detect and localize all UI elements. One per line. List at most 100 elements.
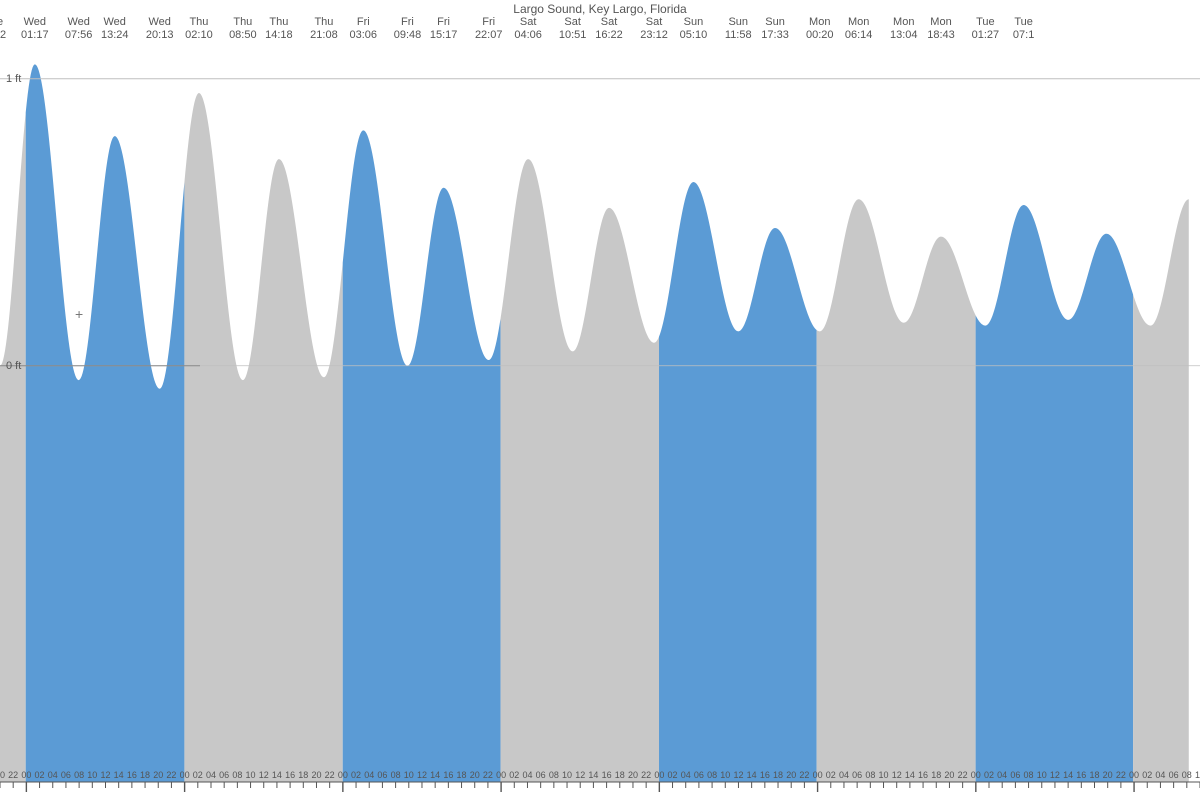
- x-hour-label: 20: [470, 770, 480, 780]
- x-hour-label: 16: [918, 770, 928, 780]
- x-hour-label: 14: [588, 770, 598, 780]
- x-hour-label: 16: [127, 770, 137, 780]
- x-hour-label: 04: [681, 770, 691, 780]
- tide-event-label: Sat16:22: [595, 16, 623, 42]
- x-hour-label: 18: [615, 770, 625, 780]
- x-hour-label: 12: [417, 770, 427, 780]
- x-hour-label: 06: [377, 770, 387, 780]
- x-hour-label: 02: [984, 770, 994, 780]
- x-hour-label: 04: [364, 770, 374, 780]
- tide-event-label: Mon06:14: [845, 16, 873, 42]
- x-hour-label: 12: [892, 770, 902, 780]
- tide-event-label: Thu02:10: [185, 16, 213, 42]
- tide-event-label: Mon13:04: [890, 16, 918, 42]
- x-hour-label: 22: [1116, 770, 1126, 780]
- x-hour-label: 22: [958, 770, 968, 780]
- x-hour-label: 10: [1195, 770, 1200, 780]
- x-hour-label: 06: [852, 770, 862, 780]
- x-hour-label: 12: [259, 770, 269, 780]
- x-hour-label: 14: [747, 770, 757, 780]
- x-hour-label: 18: [931, 770, 941, 780]
- x-hour-label: 02: [193, 770, 203, 780]
- x-hour-label: 08: [391, 770, 401, 780]
- x-hour-label: 02: [826, 770, 836, 780]
- x-hour-label: 14: [430, 770, 440, 780]
- x-hour-label: 08: [1182, 770, 1192, 780]
- tide-area-segment: [1133, 199, 1189, 782]
- tide-area-segment: [343, 130, 501, 782]
- tide-event-label: Fri09:48: [394, 16, 422, 42]
- tide-area-segment: [26, 64, 185, 782]
- x-hour-label: 00: [21, 770, 31, 780]
- tide-event-label: Mon18:43: [927, 16, 955, 42]
- x-hour-label: 16: [285, 770, 295, 780]
- x-hour-label: 10: [1037, 770, 1047, 780]
- x-hour-label: 10: [404, 770, 414, 780]
- tide-event-label: Wed07:56: [65, 16, 93, 42]
- x-hour-label: 08: [549, 770, 559, 780]
- x-hour-label: 08: [232, 770, 242, 780]
- x-hour-label: 02: [35, 770, 45, 780]
- x-hour-label: 10: [87, 770, 97, 780]
- tide-event-label: Sun17:33: [761, 16, 789, 42]
- x-hour-label: 04: [522, 770, 532, 780]
- tide-event-label: Thu14:18: [265, 16, 293, 42]
- x-hour-label: 22: [799, 770, 809, 780]
- x-hour-label: 20: [786, 770, 796, 780]
- tide-event-label: Wed01:17: [21, 16, 49, 42]
- tide-event-label: Sun11:58: [725, 16, 752, 42]
- x-hour-label: 06: [694, 770, 704, 780]
- x-hour-label: 04: [839, 770, 849, 780]
- x-hour-label: 00: [654, 770, 664, 780]
- tide-event-label: Tue07:1: [1013, 16, 1034, 42]
- chart-title: Largo Sound, Key Largo, Florida: [0, 2, 1200, 16]
- x-hour-label: 08: [1024, 770, 1034, 780]
- x-hour-label: 16: [760, 770, 770, 780]
- tide-event-label: Sat23:12: [640, 16, 668, 42]
- x-hour-label: 06: [536, 770, 546, 780]
- x-hour-label: 04: [1155, 770, 1165, 780]
- x-hour-label: 20: [0, 770, 5, 780]
- tide-event-label: Sat04:06: [514, 16, 542, 42]
- x-hour-label: 14: [114, 770, 124, 780]
- x-hour-label: 20: [1103, 770, 1113, 780]
- x-hour-label: 02: [509, 770, 519, 780]
- x-hour-label: 10: [562, 770, 572, 780]
- tide-event-label: Wed13:24: [101, 16, 129, 42]
- cursor-marker: +: [75, 306, 83, 322]
- x-hour-label: 14: [1063, 770, 1073, 780]
- x-hour-label: 08: [707, 770, 717, 780]
- x-hour-label: 06: [1169, 770, 1179, 780]
- x-hour-label: 18: [457, 770, 467, 780]
- x-hour-label: 04: [48, 770, 58, 780]
- x-hour-label: 10: [720, 770, 730, 780]
- tide-event-label: Thu21:08: [310, 16, 338, 42]
- x-hour-label: 12: [575, 770, 585, 780]
- x-hour-label: 02: [351, 770, 361, 780]
- x-hour-label: 06: [61, 770, 71, 780]
- x-hour-label: 00: [971, 770, 981, 780]
- tide-event-label: Mon00:20: [806, 16, 834, 42]
- tide-event-label: Sat10:51: [559, 16, 587, 42]
- x-hour-label: 22: [325, 770, 335, 780]
- tide-area-segment: [184, 93, 342, 782]
- x-hour-label: 12: [1050, 770, 1060, 780]
- x-hour-label: 20: [153, 770, 163, 780]
- tide-area-segment: [976, 205, 1133, 782]
- x-hour-label: 18: [1089, 770, 1099, 780]
- x-hour-label: 12: [100, 770, 110, 780]
- x-hour-label: 20: [944, 770, 954, 780]
- x-hour-label: 02: [668, 770, 678, 780]
- x-hour-label: 12: [733, 770, 743, 780]
- x-hour-label: 14: [905, 770, 915, 780]
- x-hour-label: 00: [338, 770, 348, 780]
- x-hour-label: 20: [628, 770, 638, 780]
- tide-area-segment: [501, 159, 659, 782]
- y-axis-label: 1 ft: [6, 73, 21, 85]
- x-hour-label: 18: [140, 770, 150, 780]
- tide-event-label: Sun05:10: [680, 16, 708, 42]
- x-hour-label: 14: [272, 770, 282, 780]
- x-hour-label: 18: [773, 770, 783, 780]
- x-hour-label: 22: [166, 770, 176, 780]
- x-hour-label: 00: [1129, 770, 1139, 780]
